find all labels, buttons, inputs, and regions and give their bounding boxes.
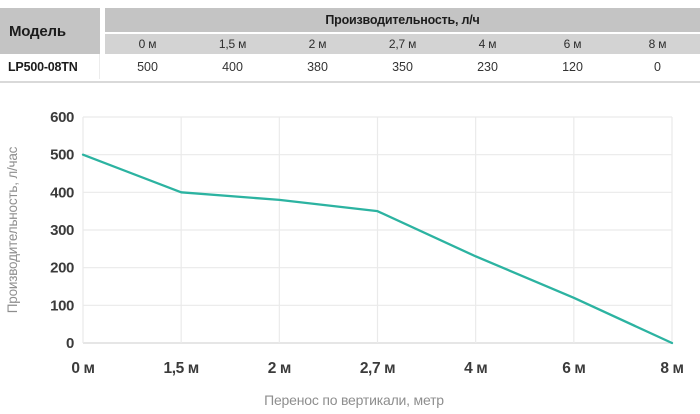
spec-table: Модель LP500-08TN Производительность, л/…: [0, 8, 700, 79]
y-tick-label: 200: [50, 260, 74, 277]
column-header-row: 0 м 1,5 м 2 м 2,7 м 4 м 6 м 8 м: [105, 34, 700, 54]
x-tick-label: 4 м: [464, 360, 487, 377]
chart-line: [81, 153, 674, 345]
y-tick-label: 300: [50, 222, 74, 239]
column-header-15m: 1,5 м: [218, 37, 247, 51]
y-tick-label: 0: [66, 335, 74, 352]
model-column: Модель LP500-08TN: [0, 8, 100, 79]
value-cell-2m: 380: [307, 59, 328, 74]
x-tick-label: 6 м: [562, 360, 585, 377]
column-divider: [100, 8, 105, 79]
value-cell-0m: 500: [137, 59, 158, 74]
value-cell-4m: 230: [477, 59, 498, 74]
y-tick-label: 500: [50, 147, 74, 164]
x-tick-label: 2 м: [268, 360, 291, 377]
column-header-0m: 0 м: [138, 37, 157, 51]
model-name-cell: LP500-08TN: [0, 54, 100, 79]
x-tick-label: 1,5 м: [164, 360, 199, 377]
performance-line-chart: 0 100 200 300 400 500 600 0 м 1,5 м 2 м 2,7 м 4 м 6 …: [5, 109, 684, 408]
table-bottom-border: [0, 81, 700, 83]
x-tick-label: 8 м: [660, 360, 683, 377]
column-header-27m: 2,7 м: [388, 37, 417, 51]
value-cell-8m: 0: [654, 59, 661, 74]
column-header-8m: 8 м: [648, 37, 667, 51]
header-row-separator: [105, 32, 700, 34]
model-column-header: Модель: [0, 8, 100, 54]
column-header-4m: 4 м: [478, 37, 497, 51]
x-axis-title: Перенос по вертикали, метр: [264, 392, 444, 408]
x-tick-label: 2,7 м: [360, 360, 395, 377]
y-tick-label: 100: [50, 297, 74, 314]
y-axis-title: Производительность, л/час: [5, 146, 20, 313]
column-header-6m: 6 м: [563, 37, 582, 51]
performance-columns: Производительность, л/ч 0 м 1,5 м 2 м 2,…: [105, 8, 700, 79]
value-cell-6m: 120: [562, 59, 583, 74]
value-cell-27m: 350: [392, 59, 413, 74]
column-header-2m: 2 м: [308, 37, 327, 51]
group-header: Производительность, л/ч: [105, 8, 700, 32]
y-tick-label: 600: [50, 109, 74, 126]
x-tick-label: 0 м: [71, 360, 94, 377]
value-cell-15m: 400: [222, 59, 243, 74]
y-tick-label: 400: [50, 184, 74, 201]
table-row: 500 400 380 350 230 120 0: [105, 54, 700, 79]
